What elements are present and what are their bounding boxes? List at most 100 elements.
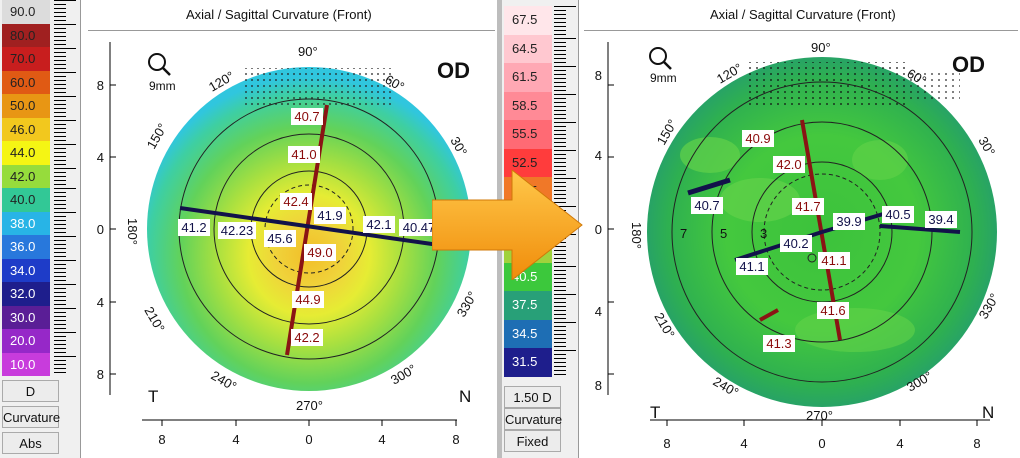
scale-swatch: 34.0 bbox=[2, 258, 50, 282]
svg-text:4: 4 bbox=[97, 150, 104, 165]
svg-text:4: 4 bbox=[896, 436, 903, 451]
value-label: 42.2 bbox=[294, 330, 319, 345]
svg-text:8: 8 bbox=[97, 78, 104, 93]
svg-text:8: 8 bbox=[452, 432, 459, 447]
svg-text:0: 0 bbox=[305, 432, 312, 447]
scale-swatch: 64.5 bbox=[504, 34, 552, 63]
angle-label-180: 180° bbox=[629, 222, 644, 249]
angle-label-270: 270° bbox=[296, 398, 323, 413]
angle-label-150: 150° bbox=[144, 121, 170, 152]
scale-swatch: 80.0 bbox=[2, 23, 50, 47]
value-label: 39.9 bbox=[836, 214, 861, 229]
value-label: 44.9 bbox=[295, 292, 320, 307]
scale-swatch: 30.0 bbox=[2, 305, 50, 329]
svg-text:8: 8 bbox=[595, 68, 602, 83]
color-scale-left[interactable]: 90.0 80.0 70.0 60.0 50.0 46.0 44.0 42.0 40.0 38.0… bbox=[0, 0, 81, 458]
scale-unit: D bbox=[2, 380, 59, 402]
svg-text:8: 8 bbox=[158, 432, 165, 447]
eye-label: OD bbox=[952, 52, 985, 77]
scale-swatch: 31.5 bbox=[504, 348, 552, 377]
scale-swatch: 70.0 bbox=[2, 47, 50, 71]
value-label: 42.0 bbox=[776, 157, 801, 172]
value-label: 42.4 bbox=[283, 194, 308, 209]
value-label: 39.4 bbox=[928, 212, 953, 227]
scale-swatch: 60.0 bbox=[2, 70, 50, 94]
scale-swatch: 38.0 bbox=[2, 211, 50, 235]
right-map-area[interactable]: Axial / Sagittal Curvature (Front) bbox=[580, 0, 1020, 458]
scale-swatch: 34.5 bbox=[504, 319, 552, 348]
scale-swatch: 58.5 bbox=[504, 91, 552, 120]
topography-map[interactable]: 40.9 42.0 41.7 39.9 41.1 41.6 41.3 40.7 … bbox=[580, 0, 1020, 458]
scale-type-button[interactable]: Abs bbox=[2, 432, 59, 454]
scale-swatch: 61.5 bbox=[504, 63, 552, 92]
svg-text:0: 0 bbox=[818, 436, 825, 451]
left-map-area[interactable]: Axial / Sagittal Curvature (Front) bbox=[82, 0, 497, 458]
scale-swatch: 55.5 bbox=[504, 120, 552, 149]
value-label: 41.2 bbox=[181, 220, 206, 235]
temporal-label: T bbox=[148, 387, 158, 406]
scale-swatch: 42.0 bbox=[2, 164, 50, 188]
svg-text:8: 8 bbox=[663, 436, 670, 451]
svg-text:0: 0 bbox=[595, 222, 602, 237]
topography-map[interactable]: 40.7 41.0 42.4 41.9 49.0 44.9 42.2 41.2 … bbox=[82, 0, 497, 458]
angle-label-90: 90° bbox=[298, 44, 318, 59]
map-title: Axial / Sagittal Curvature (Front) bbox=[186, 7, 372, 22]
svg-text:4: 4 bbox=[378, 432, 385, 447]
scale-swatch: 37.5 bbox=[504, 291, 552, 320]
svg-text:8: 8 bbox=[973, 436, 980, 451]
map-title: Axial / Sagittal Curvature (Front) bbox=[710, 7, 896, 22]
value-label: 41.6 bbox=[820, 303, 845, 318]
value-label: 41.1 bbox=[739, 259, 764, 274]
value-label: 42.23 bbox=[221, 223, 254, 238]
zoom-label: 9mm bbox=[650, 71, 677, 85]
svg-text:4: 4 bbox=[595, 304, 602, 319]
scale-swatch: 40.0 bbox=[2, 188, 50, 212]
ring-label: 7 bbox=[680, 226, 687, 241]
temporal-label: T bbox=[650, 403, 660, 422]
angle-label-210: 210° bbox=[141, 304, 167, 335]
svg-text:0: 0 bbox=[97, 222, 104, 237]
scale-type-button[interactable]: Fixed bbox=[504, 430, 561, 452]
left-map-panel: 90.0 80.0 70.0 60.0 50.0 46.0 44.0 42.0 40.0 38.0… bbox=[0, 0, 497, 458]
value-label: 40.7 bbox=[294, 109, 319, 124]
zoom-icon[interactable] bbox=[649, 47, 672, 70]
svg-text:4: 4 bbox=[740, 436, 747, 451]
value-label: 45.6 bbox=[267, 231, 292, 246]
value-label: 41.1 bbox=[821, 253, 846, 268]
scale-swatch: 67.5 bbox=[504, 6, 552, 35]
scale-mode-button[interactable]: Curvature bbox=[2, 406, 60, 428]
scale-swatch: 44.0 bbox=[2, 141, 50, 165]
value-label: 40.9 bbox=[745, 131, 770, 146]
nasal-label: N bbox=[459, 387, 471, 406]
value-label: 40.7 bbox=[694, 198, 719, 213]
ring-label: 3 bbox=[760, 226, 767, 241]
svg-text:4: 4 bbox=[232, 432, 239, 447]
nasal-label: N bbox=[982, 403, 994, 422]
value-label: 41.3 bbox=[766, 336, 791, 351]
ring-label: 5 bbox=[720, 226, 727, 241]
value-label: 40.2 bbox=[783, 236, 808, 251]
scale-swatch: 32.0 bbox=[2, 282, 50, 306]
eye-label: OD bbox=[437, 58, 470, 83]
zoom-icon[interactable] bbox=[148, 53, 171, 76]
value-label: 40.5 bbox=[885, 207, 910, 222]
scale-unit: 1.50 D bbox=[504, 386, 561, 408]
scale-swatch: 46.0 bbox=[2, 117, 50, 141]
scale-swatch: 90.0 bbox=[2, 0, 50, 24]
svg-text:4: 4 bbox=[595, 148, 602, 163]
value-label: 41.9 bbox=[317, 208, 342, 223]
scale-ticks bbox=[54, 0, 78, 458]
scale-mode-button[interactable]: Curvature bbox=[504, 408, 562, 430]
value-label: 41.7 bbox=[795, 199, 820, 214]
comparison-arrow-icon bbox=[432, 170, 583, 280]
svg-text:8: 8 bbox=[595, 378, 602, 393]
value-label: 49.0 bbox=[307, 245, 332, 260]
scale-swatch: 10.0 bbox=[2, 352, 50, 376]
svg-text:8: 8 bbox=[97, 367, 104, 382]
value-label: 42.1 bbox=[366, 217, 391, 232]
angle-label-270: 270° bbox=[806, 408, 833, 423]
scale-swatch: 20.0 bbox=[2, 329, 50, 353]
angle-label-90: 90° bbox=[811, 40, 831, 55]
value-label: 41.0 bbox=[291, 147, 316, 162]
scale-swatch: 50.0 bbox=[2, 94, 50, 118]
